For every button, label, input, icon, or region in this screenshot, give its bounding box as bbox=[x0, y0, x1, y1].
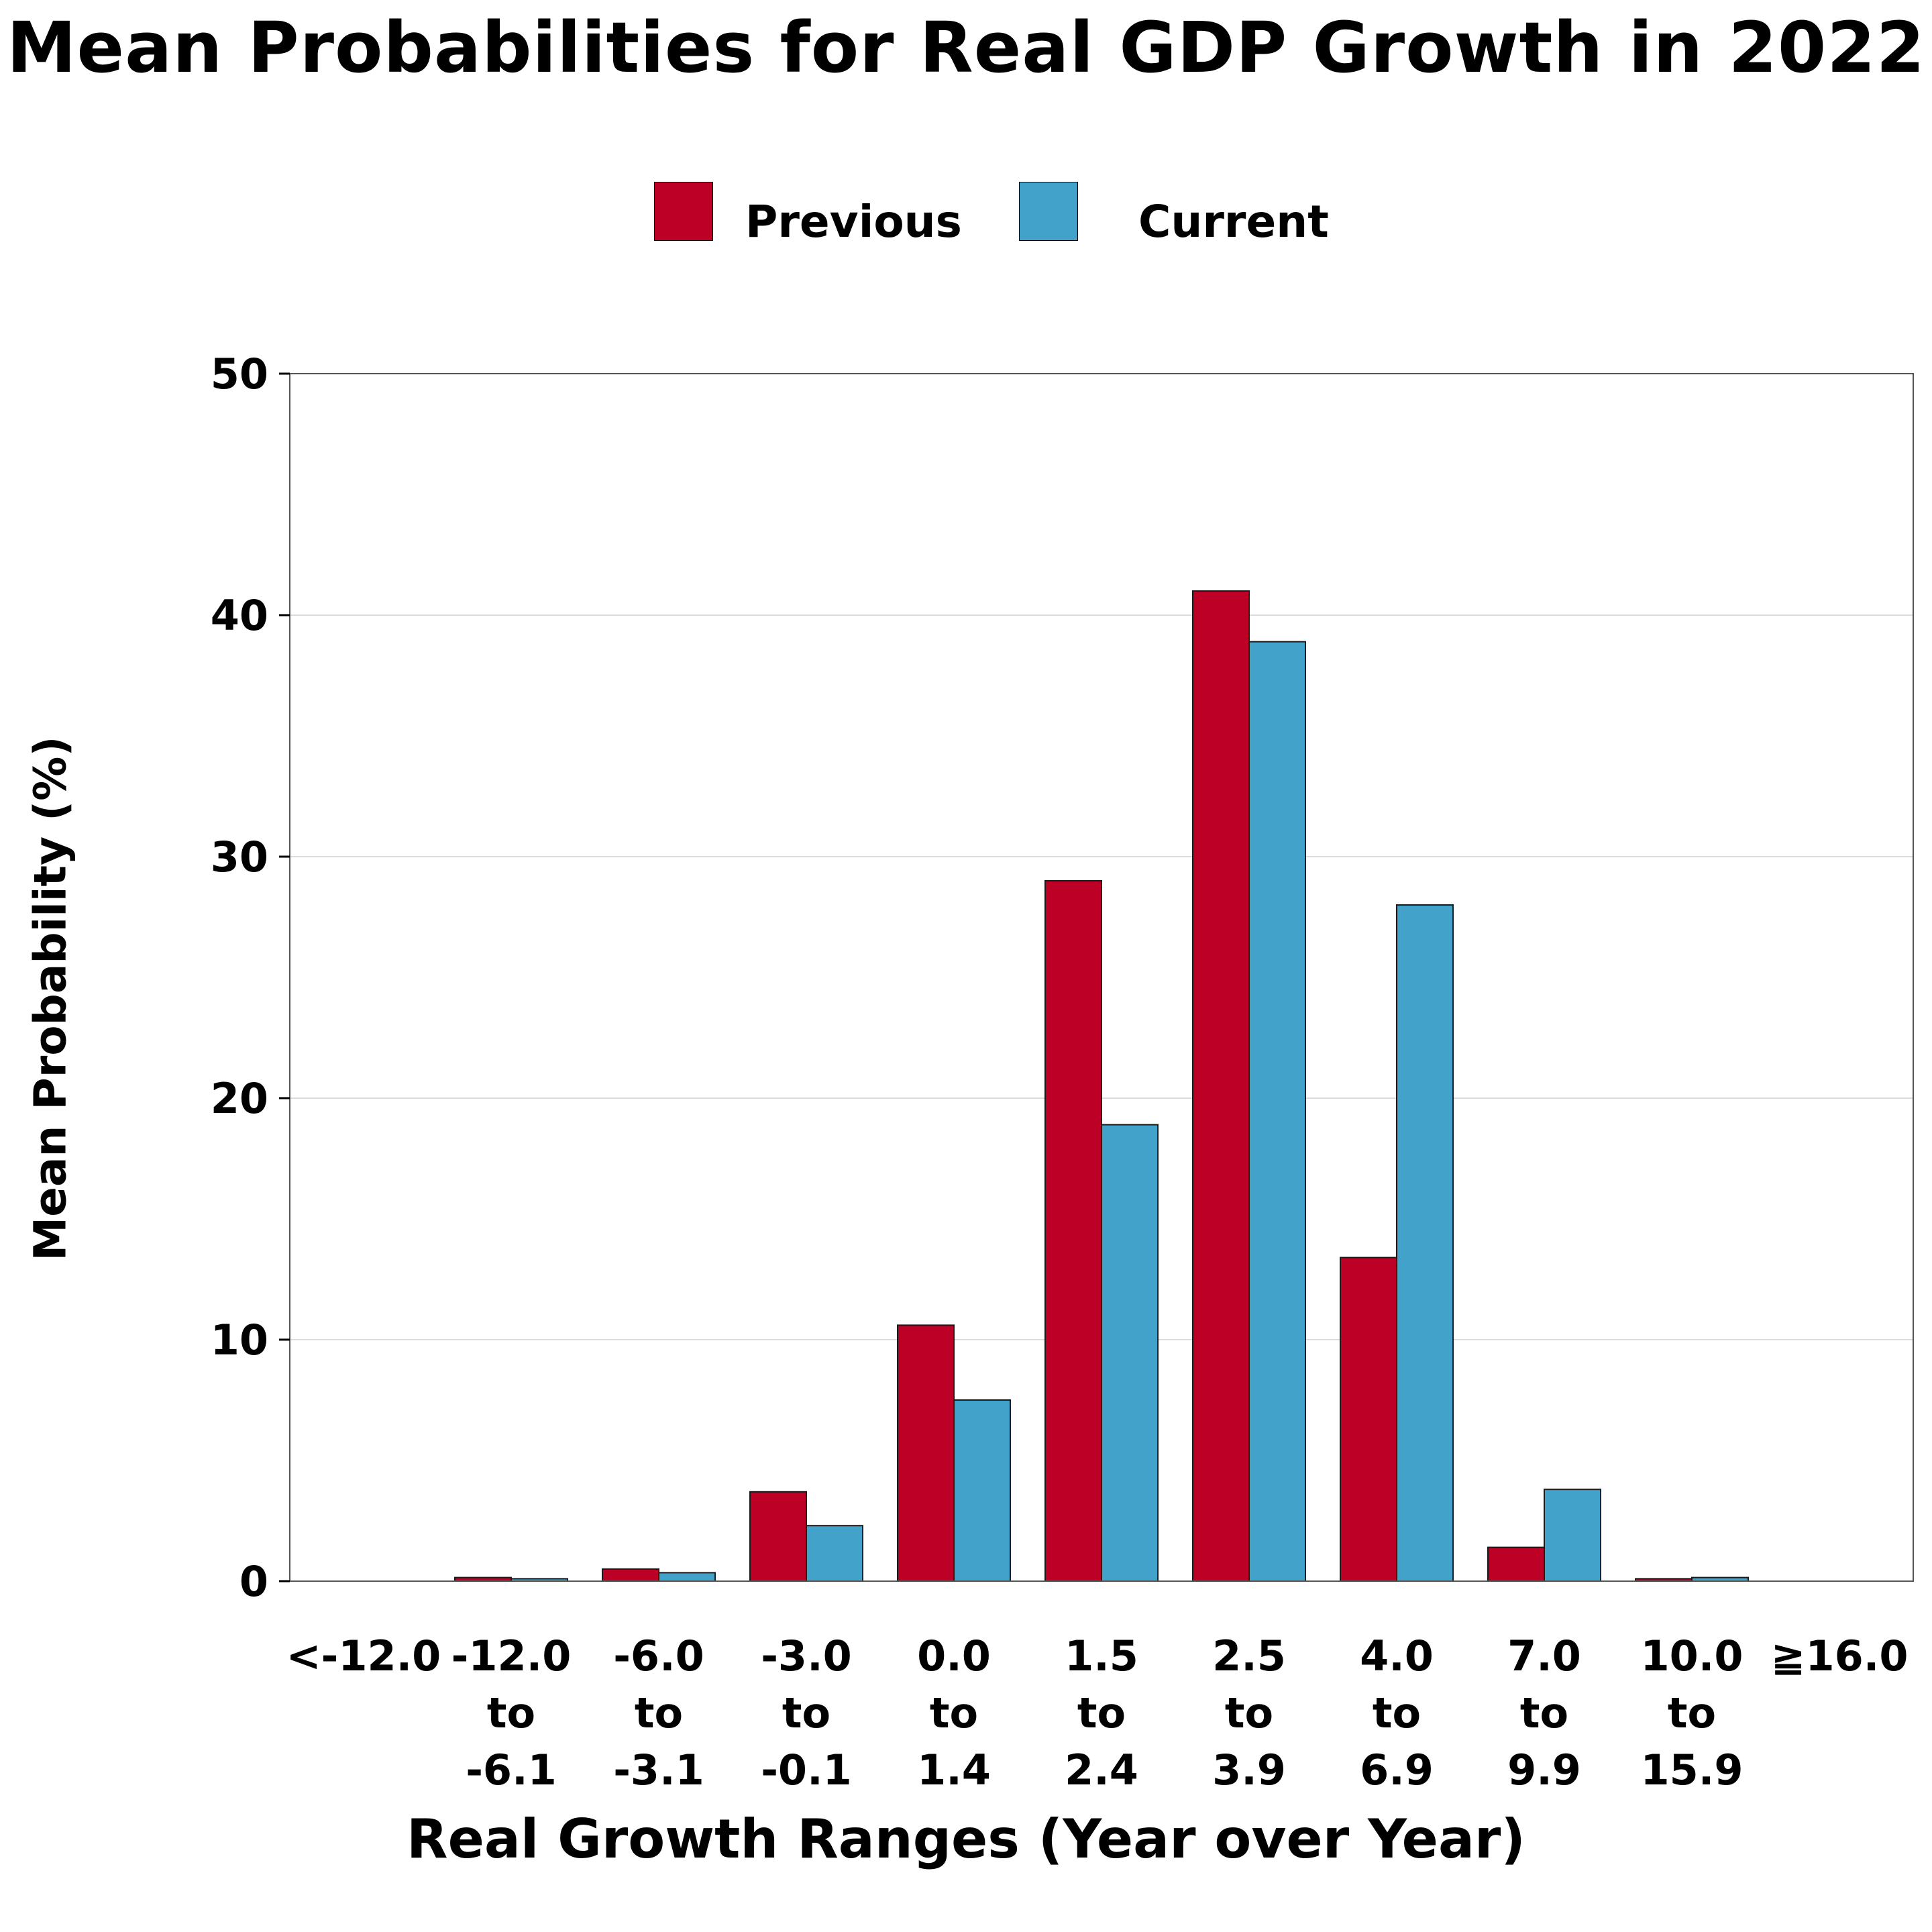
legend-label-current: Current bbox=[1138, 195, 1329, 248]
bar-current-5 bbox=[1101, 1124, 1159, 1582]
y-tick-label-30: 30 bbox=[211, 833, 268, 881]
x-tick-label-0-0: <-12.0 bbox=[286, 1631, 441, 1680]
x-tick-label-6-0: 2.5 bbox=[1212, 1631, 1286, 1680]
bar-current-6 bbox=[1248, 641, 1306, 1582]
x-tick-label-8-0: 7.0 bbox=[1507, 1631, 1581, 1680]
bar-current-2 bbox=[658, 1572, 716, 1582]
bar-current-4 bbox=[953, 1399, 1011, 1582]
legend-item-current: Current bbox=[1018, 176, 1329, 248]
bar-previous-6 bbox=[1192, 590, 1250, 1582]
x-tick-label-3-2: -0.1 bbox=[761, 1746, 852, 1794]
x-tick-label-2-0: -6.0 bbox=[613, 1631, 704, 1680]
x-tick-label-5-0: 1.5 bbox=[1065, 1631, 1138, 1680]
bar-previous-5 bbox=[1044, 880, 1102, 1582]
x-tick-label-1-0: -12.0 bbox=[451, 1631, 572, 1680]
x-axis-title: Real Growth Ranges (Year over Year) bbox=[407, 1808, 1525, 1870]
chart-title: Mean Probabilities for Real GDP Growth i… bbox=[7, 7, 1925, 89]
x-tick-label-7-1: to bbox=[1373, 1688, 1421, 1737]
x-tick-label-3-1: to bbox=[782, 1688, 830, 1737]
x-tick-label-9-2: 15.9 bbox=[1641, 1746, 1743, 1794]
y-tick-label-40: 40 bbox=[211, 591, 268, 640]
x-tick-label-5-1: to bbox=[1077, 1688, 1126, 1737]
y-axis-title: Mean Probability (%) bbox=[24, 736, 76, 1261]
y-tick-label-20: 20 bbox=[211, 1074, 268, 1123]
x-tick-label-9-1: to bbox=[1668, 1688, 1716, 1737]
x-tick-label-6-2: 3.9 bbox=[1212, 1746, 1286, 1794]
x-tick-label-4-1: to bbox=[930, 1688, 978, 1737]
x-tick-label-5-2: 2.4 bbox=[1065, 1746, 1138, 1794]
legend: Previous Current bbox=[654, 181, 1386, 248]
x-tick-label-2-1: to bbox=[635, 1688, 683, 1737]
bar-previous-3 bbox=[749, 1491, 807, 1582]
x-tick-label-10-0: ≧16.0 bbox=[1771, 1631, 1909, 1680]
bar-previous-2 bbox=[602, 1568, 659, 1582]
legend-label-previous: Previous bbox=[745, 195, 962, 248]
plot-frame bbox=[289, 373, 1914, 1582]
x-tick-label-2-2: -3.1 bbox=[613, 1746, 704, 1794]
legend-swatch-current bbox=[1018, 182, 1078, 241]
bar-current-3 bbox=[806, 1525, 863, 1582]
bar-previous-4 bbox=[897, 1324, 955, 1582]
x-tick-label-6-1: to bbox=[1225, 1688, 1273, 1737]
x-tick-label-8-1: to bbox=[1520, 1688, 1568, 1737]
bar-current-7 bbox=[1396, 904, 1454, 1582]
x-tick-label-9-0: 10.0 bbox=[1641, 1631, 1743, 1680]
bar-current-8 bbox=[1544, 1489, 1601, 1582]
bar-previous-7 bbox=[1340, 1256, 1397, 1582]
x-tick-label-1-1: to bbox=[487, 1688, 535, 1737]
x-tick-label-7-2: 6.9 bbox=[1360, 1746, 1434, 1794]
y-tick-label-50: 50 bbox=[211, 350, 268, 398]
x-tick-label-7-0: 4.0 bbox=[1360, 1631, 1434, 1680]
legend-item-previous: Previous bbox=[654, 176, 962, 248]
y-tick-label-0: 0 bbox=[239, 1557, 268, 1606]
x-tick-label-4-2: 1.4 bbox=[917, 1746, 991, 1794]
x-tick-label-1-2: -6.1 bbox=[466, 1746, 557, 1794]
bar-previous-8 bbox=[1487, 1546, 1545, 1582]
x-tick-label-4-0: 0.0 bbox=[917, 1631, 991, 1680]
x-tick-label-8-2: 9.9 bbox=[1507, 1746, 1581, 1794]
y-tick-label-10: 10 bbox=[211, 1316, 268, 1364]
legend-swatch-previous bbox=[654, 182, 713, 241]
x-tick-label-3-0: -3.0 bbox=[761, 1631, 852, 1680]
